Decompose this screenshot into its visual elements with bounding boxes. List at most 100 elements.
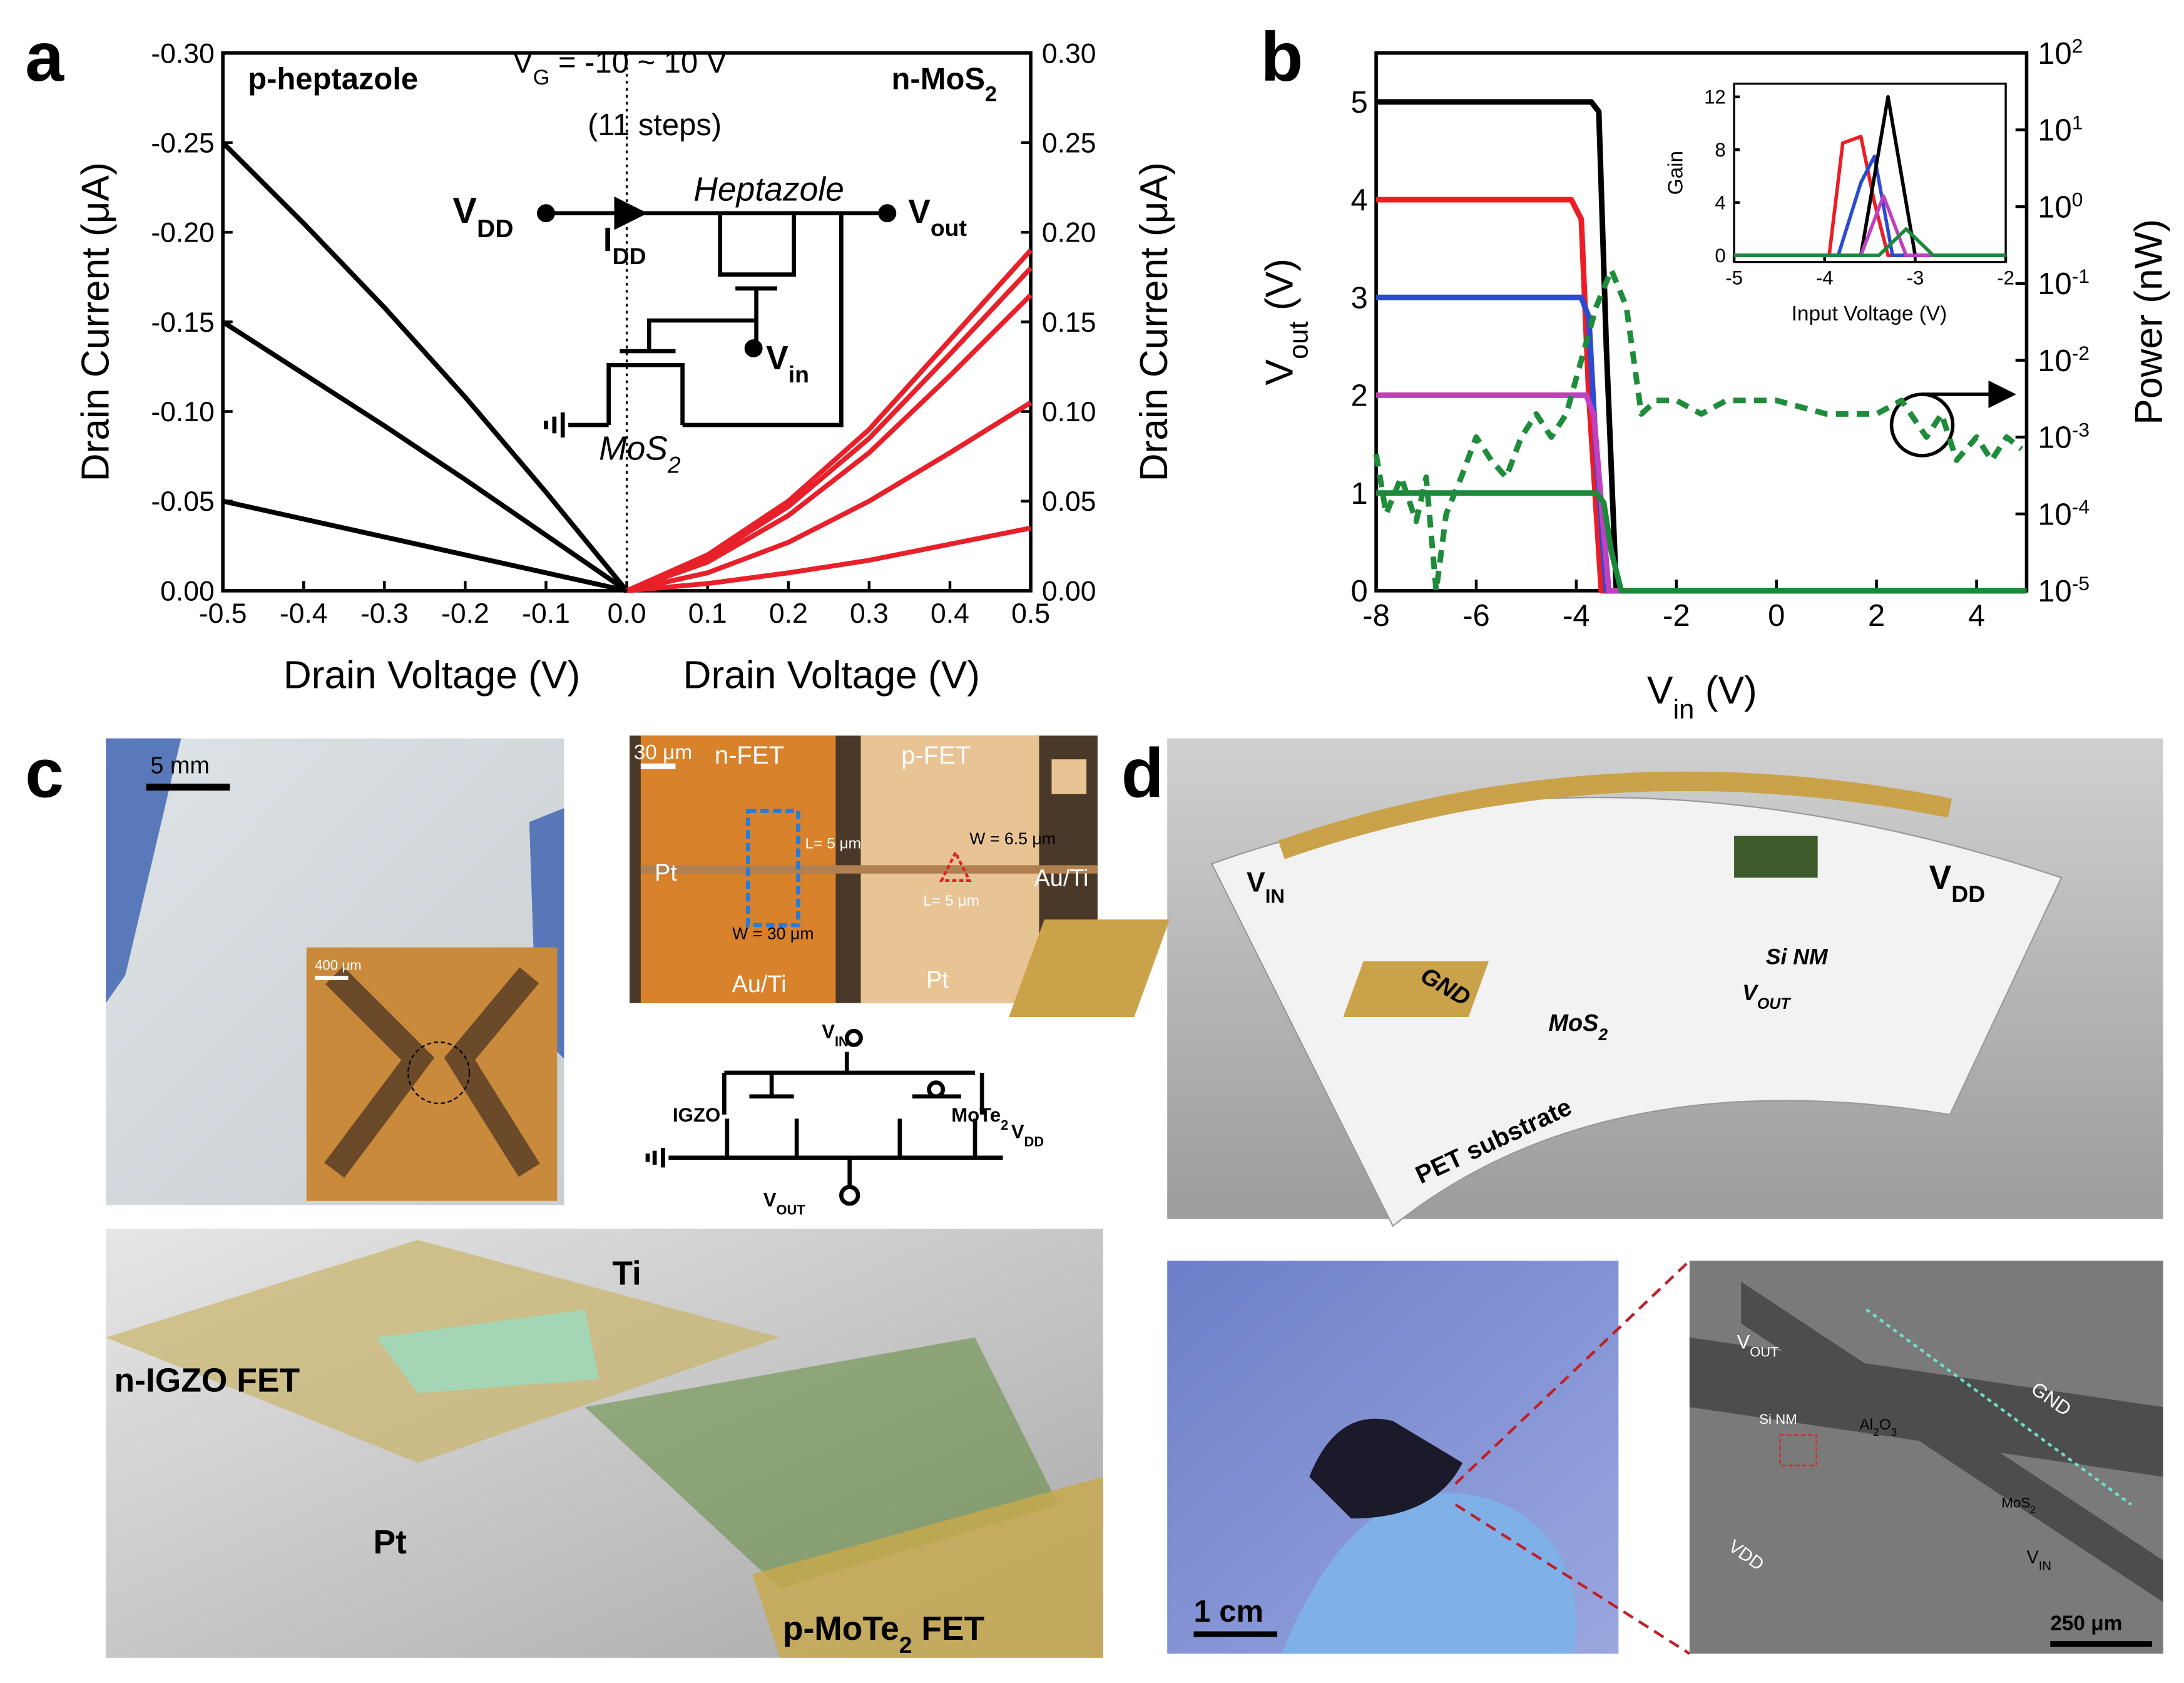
circuit-label: VDD: [452, 191, 513, 243]
text-part: 10: [2038, 37, 2071, 71]
micrograph-label: W = 6.5 μm: [969, 829, 1056, 848]
series-line: [1734, 227, 2006, 257]
text-part: 2: [985, 83, 997, 106]
micrograph-label: Au/Ti: [1034, 866, 1089, 892]
circuit-label: VIN: [822, 1020, 849, 1049]
text-part: V: [1247, 867, 1265, 898]
circuit-label: VOUT: [763, 1189, 805, 1218]
y-axis-title: Drain Current (μA): [74, 162, 118, 481]
text-part: 2: [899, 1632, 912, 1658]
micrograph-label: L= 5 μm: [923, 893, 979, 909]
series-line: [626, 266, 1033, 593]
text-part: out: [1284, 321, 1314, 359]
sem-label: 250 μm: [2050, 1612, 2122, 1635]
text-part: MoS: [2001, 1495, 2030, 1510]
x-tick-label: -2: [1663, 599, 1690, 633]
text-part: MoTe: [951, 1104, 1001, 1126]
y-tick-label: 2: [1350, 379, 1367, 413]
x-tick-label: -0.1: [522, 598, 570, 629]
text-part: (V): [1694, 669, 1757, 712]
render-label: p-MoTe2 FET: [783, 1610, 985, 1658]
x-axis-title: Input Voltage (V): [1792, 302, 1947, 325]
circuit-label: Vin: [766, 340, 809, 387]
series-line: [222, 320, 628, 593]
series-line: [221, 141, 629, 593]
x-tick-label: 0.0: [608, 598, 646, 629]
y-tick-label: 0: [1715, 245, 1725, 267]
panel-d-images: [1009, 738, 2163, 1655]
series-line: [626, 293, 1033, 593]
series-line: [222, 498, 628, 593]
x-tick-label: -4: [1563, 599, 1590, 633]
y2-tick-label: 10-3: [2038, 419, 2090, 455]
text-part: DD: [613, 243, 646, 269]
text-part: 2: [1873, 1426, 1879, 1438]
text-part: 10: [2038, 267, 2071, 301]
y-tick-label: 3: [1350, 281, 1367, 315]
text-part: -5: [2072, 572, 2090, 595]
text-part: p-MoTe: [783, 1610, 899, 1647]
text-part: V: [2026, 1547, 2039, 1567]
x-axis-title: Drain Voltage (V): [283, 654, 581, 697]
x-tick-label: -0.2: [441, 598, 489, 629]
text-part: in: [788, 361, 809, 387]
y2-axis-title: Power (nW): [2127, 219, 2170, 425]
render-label: n-IGZO FET: [115, 1363, 300, 1399]
text-part: V: [908, 193, 931, 230]
text-part: 1: [2072, 111, 2083, 134]
text-part: V: [1258, 359, 1302, 386]
series-line: [1376, 490, 2027, 594]
text-part: in: [1673, 695, 1694, 725]
y-tick-label: -0.20: [151, 218, 214, 248]
x-tick-label: -0.5: [199, 598, 247, 629]
y-tick-label: 12: [1704, 86, 1726, 108]
text-part: 2: [2072, 34, 2083, 57]
text-part: G: [533, 66, 550, 90]
y-axis-title: Vout (V): [1258, 258, 1314, 386]
text-part: IN: [835, 1033, 849, 1049]
circuit-label: IDD: [603, 222, 646, 269]
series-line: [626, 400, 1033, 593]
y2-tick-label: 0.20: [1042, 218, 1096, 248]
render-label: Pt: [374, 1524, 407, 1561]
text-part: 10: [2038, 498, 2071, 531]
series-line: [1376, 294, 2027, 594]
x-tick-label: 0.2: [769, 598, 808, 629]
y2-tick-label: 102: [2038, 34, 2083, 71]
text-part: 10: [2038, 190, 2071, 224]
y-tick-label: 4: [1350, 183, 1367, 217]
render-label: VDD: [1929, 859, 1986, 907]
y-axis-title: Gain: [1665, 151, 1688, 195]
y-tick-label: 0.00: [160, 576, 215, 606]
text-part: V: [1737, 1331, 1750, 1353]
y-tick-label: 5: [1350, 86, 1367, 120]
circuit-label: MoTe2: [951, 1104, 1008, 1133]
text-part: -1: [2072, 265, 2090, 287]
y2-tick-label: 101: [2038, 111, 2083, 148]
y-tick-label: -0.25: [151, 128, 214, 158]
x-tick-label: -4: [1816, 267, 1834, 289]
micrograph-label: p-FET: [901, 742, 971, 769]
text-part: Al: [1859, 1416, 1873, 1433]
y2-tick-label: 10-5: [2038, 572, 2090, 608]
x-tick-label: -6: [1462, 599, 1490, 633]
render-label: Si NM: [1766, 944, 1829, 969]
y2-tick-label: 0.00: [1042, 576, 1096, 606]
y2-tick-label: 10-4: [2038, 495, 2090, 531]
y2-tick-label: 100: [2038, 188, 2083, 224]
text-part: DD: [477, 214, 514, 243]
circuit-label: Vout: [908, 193, 967, 241]
text-part: I: [603, 222, 613, 258]
panel-c-images: [106, 735, 1103, 1658]
y2-tick-label: 10-1: [2038, 265, 2090, 301]
text-part: out: [931, 215, 967, 241]
text-part: DD: [1024, 1133, 1044, 1149]
photo-label: 5 mm: [150, 752, 210, 779]
y2-tick-label: 0.10: [1042, 397, 1096, 427]
annotation: n-MoS2: [891, 63, 997, 106]
series-line: [626, 525, 1031, 593]
y-tick-label: 1: [1350, 477, 1367, 511]
sem-label: Si NM: [1759, 1411, 1797, 1427]
inverter-circuit: [537, 196, 897, 438]
